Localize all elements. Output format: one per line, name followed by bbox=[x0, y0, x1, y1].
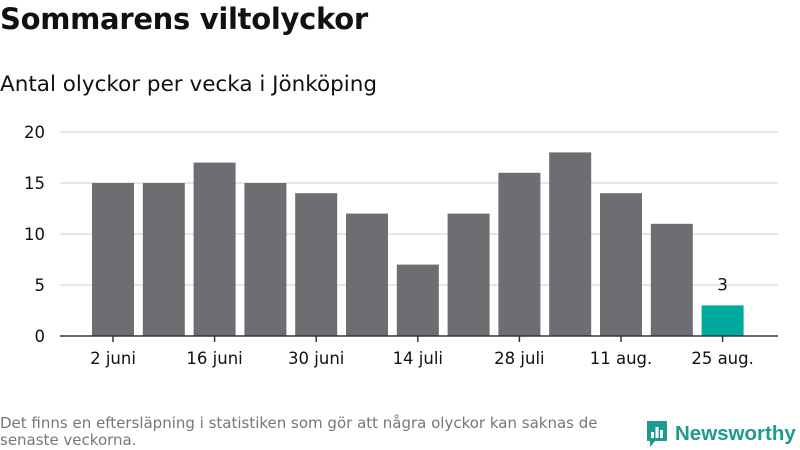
newsworthy-logo-icon bbox=[647, 421, 667, 447]
bar bbox=[346, 213, 388, 336]
y-tick-label: 5 bbox=[35, 276, 46, 295]
data-label: 3 bbox=[717, 275, 728, 295]
y-tick-label: 0 bbox=[35, 327, 46, 346]
bar bbox=[142, 183, 185, 336]
brand-logo: Newsworthy bbox=[645, 419, 796, 449]
x-tick-label: 14 juli bbox=[393, 349, 443, 368]
x-tick-label: 2 juni bbox=[90, 349, 136, 368]
bar bbox=[295, 193, 338, 336]
bar bbox=[447, 213, 490, 336]
bar bbox=[701, 305, 744, 336]
x-tick-label: 28 juli bbox=[494, 349, 544, 368]
x-tick-label: 30 juni bbox=[288, 349, 344, 368]
x-tick-label: 25 aug. bbox=[691, 349, 754, 368]
y-tick-label: 15 bbox=[24, 174, 45, 193]
y-tick-label: 20 bbox=[24, 123, 45, 142]
bar-chart: 0 5 10 15 20 2 juni 16 juni 30 juni 14 juli 28 ju… bbox=[24, 123, 778, 368]
bar bbox=[600, 193, 642, 336]
bar bbox=[498, 172, 541, 336]
bar bbox=[244, 183, 287, 336]
chart-title: Sommarens viltolyckor bbox=[0, 2, 368, 36]
chart-subtitle: Antal olyckor per vecka i Jönköping bbox=[0, 72, 377, 97]
x-tick-label: 16 juni bbox=[186, 349, 242, 368]
bar bbox=[92, 183, 134, 336]
bar bbox=[650, 223, 693, 336]
footnote: Det finns en eftersläpning i statistiken… bbox=[0, 414, 598, 449]
y-tick-label: 10 bbox=[24, 225, 45, 244]
bar bbox=[193, 162, 236, 336]
brand-name: Newsworthy bbox=[675, 422, 796, 445]
x-tick-label: 11 aug. bbox=[590, 349, 653, 368]
bar bbox=[396, 264, 439, 336]
bar bbox=[549, 152, 592, 336]
